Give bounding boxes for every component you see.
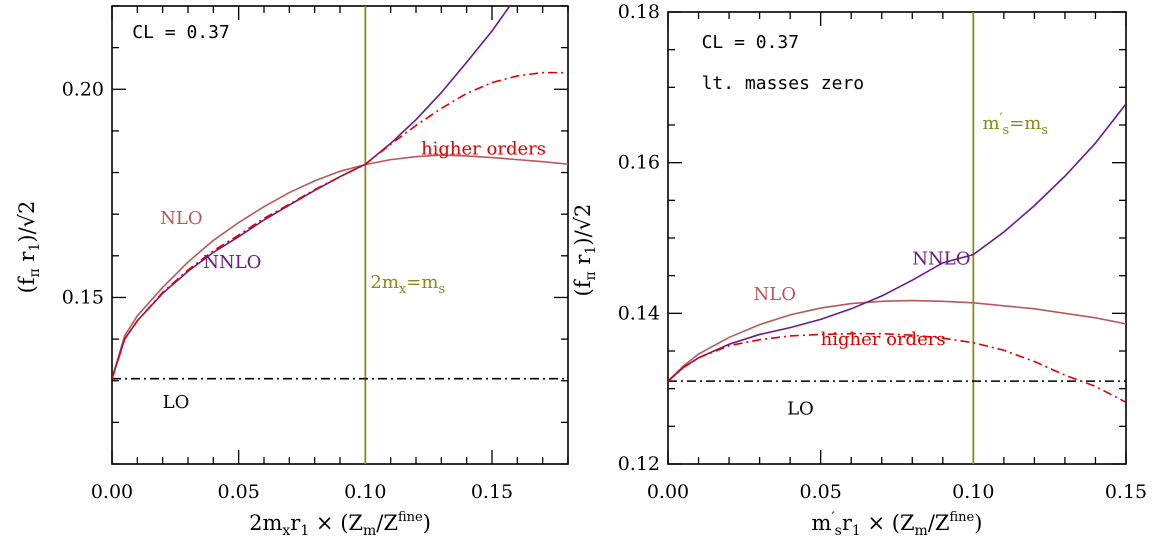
x-axis-title: m′sr1 × (Zm/Zfine) (812, 510, 983, 539)
x-axis-title-part: r (842, 511, 853, 535)
annotation-vline-label-part: x (399, 282, 407, 297)
annotation-vline-label-part: s (1003, 123, 1010, 138)
x-tick-label: 0.15 (471, 481, 513, 503)
y-tick-label: 0.16 (618, 152, 660, 174)
x-axis-title-part: fine (950, 510, 975, 525)
annotation-nlo: NLO (753, 284, 795, 305)
x-axis-title-part: ) (974, 511, 982, 535)
x-axis-title-part: 1 (852, 523, 861, 539)
x-axis-title: 2mxr1 × (Zm/Zfine) (249, 510, 431, 539)
y-axis-title-part: π (583, 271, 599, 280)
y-axis-title-part: 2 (15, 201, 39, 214)
annotation-vline-label: 2mx=ms (370, 272, 445, 297)
annotation-vline-label-part: =m (1009, 113, 1041, 134)
annotation-lt: lt. masses zero (702, 73, 865, 94)
y-tick-label: 0.20 (62, 78, 104, 100)
annotation-higher: higher orders (421, 139, 546, 160)
annotation-nnlo: NNLO (203, 252, 261, 273)
annotation-cl: CL = 0.37 (132, 22, 230, 43)
annotation-vline-label-part: =m (406, 272, 438, 293)
annotation-vline-label-part: m (982, 113, 999, 134)
x-axis-title-part: /Z (376, 511, 398, 535)
y-axis-title-part: r (15, 251, 39, 269)
x-tick-label: 0.05 (800, 481, 842, 503)
y-axis-title-part: π (27, 268, 43, 277)
y-axis-title-part: 1 (27, 243, 43, 252)
series-higher-orders (668, 332, 1126, 403)
x-axis-title-part: /Z (928, 511, 950, 535)
annotation-vline-label-part: 2m (370, 272, 399, 293)
y-axis-title-part: )/ (571, 229, 595, 245)
x-axis-title-part: ′ (831, 510, 834, 526)
y-tick-label: 0.18 (618, 1, 660, 23)
annotation-cl: CL = 0.37 (702, 32, 800, 53)
series-higher-orders (112, 71, 568, 379)
x-axis-title-part: r (290, 511, 301, 535)
y-axis-title-part: √ (571, 216, 595, 230)
x-tick-label: 0.00 (647, 481, 689, 503)
y-tick-label: 0.15 (62, 286, 104, 308)
x-axis-title-part: m (363, 523, 376, 539)
annotation-lo: LO (163, 392, 190, 413)
annotation-nnlo: NNLO (912, 248, 970, 269)
y-axis-title-part: )/ (15, 226, 39, 242)
y-axis-title-part: 1 (583, 246, 599, 255)
y-axis-title-part: √ (15, 213, 39, 227)
left-panel: 0.00 0.05 0.10 0.15 0.15 0.20 CL = 0.37 NLO NNLO… (15, 5, 569, 539)
x-axis-title-part: x (282, 523, 290, 539)
y-axis-title-part: (f (15, 275, 39, 293)
x-tick-label: 0.05 (218, 481, 260, 503)
x-axis-title-part: m (915, 523, 928, 539)
annotation-vline-label-part: s (438, 282, 445, 297)
series-group (112, 6, 568, 380)
y-axis-title-part: 2 (571, 204, 595, 217)
y-axis-title: (fπ r1)/√2 (571, 204, 599, 297)
annotation-vline-label-part: s (1041, 123, 1048, 138)
x-axis-title-part: s (835, 523, 842, 539)
annotation-vline-label: m′s=ms (982, 111, 1048, 138)
series-nlo (112, 154, 568, 379)
y-axis-title-part: (f (571, 278, 595, 296)
series-nnlo (668, 103, 1126, 382)
annotation-higher: higher orders (821, 329, 946, 350)
series-nlo (668, 299, 1126, 382)
x-axis-title-part: 1 (300, 523, 309, 539)
annotation-nlo: NLO (160, 208, 202, 229)
y-axis-title: (fπ r1)/√2 (15, 201, 43, 294)
x-axis-title-part: ) (423, 511, 431, 535)
x-tick-label: 0.10 (344, 481, 386, 503)
annotation-lo: LO (787, 398, 814, 419)
y-tick-label: 0.12 (618, 453, 660, 475)
annotation-vline-label-part: ′ (1000, 111, 1003, 126)
y-tick-label: 0.14 (618, 302, 660, 324)
y-axis-title-part: r (571, 254, 595, 272)
x-tick-label: 0.10 (952, 481, 994, 503)
x-axis-title-part: × (Z (309, 511, 363, 535)
x-axis-title-part: fine (398, 510, 423, 525)
right-panel: 0.00 0.05 0.10 0.15 0.12 0.14 0.16 0.18 CL = 0.3… (571, 1, 1147, 539)
x-axis-title-part: 2m (249, 511, 282, 535)
x-tick-label: 0.15 (1105, 481, 1147, 503)
x-axis-title-part: × (Z (861, 511, 915, 535)
x-axis-title-part: m (812, 511, 832, 535)
x-tick-label: 0.00 (91, 481, 133, 503)
series-group (668, 103, 1126, 403)
